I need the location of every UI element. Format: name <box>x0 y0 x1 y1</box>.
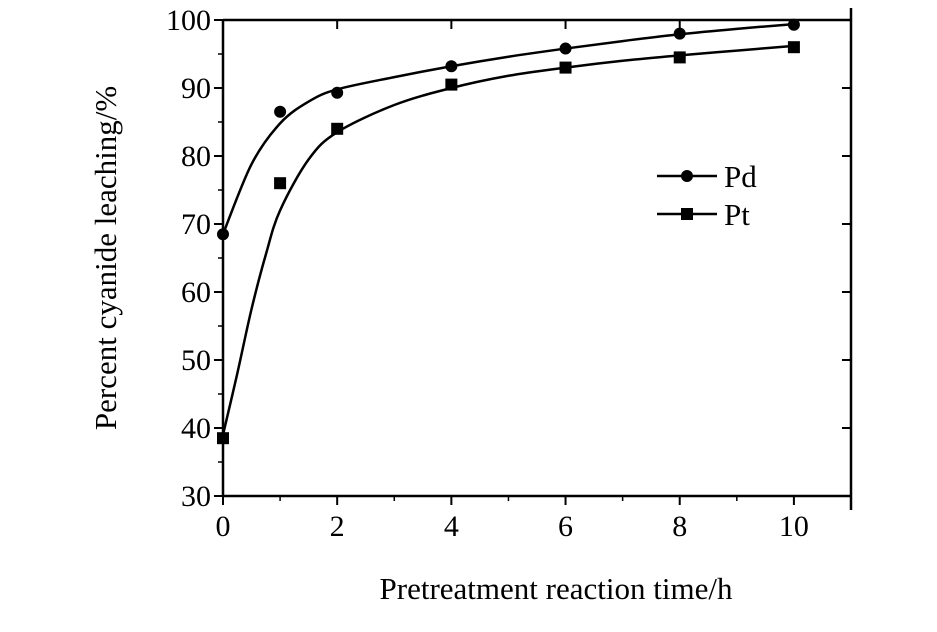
data-point-pd <box>445 60 458 73</box>
data-point-pt <box>331 122 344 135</box>
legend-label-pt: Pt <box>724 197 750 232</box>
y-tick-label: 90 <box>181 72 211 105</box>
y-tick-label: 50 <box>181 344 211 377</box>
y-tick-label: 80 <box>181 140 211 173</box>
legend-item-pt: Pt <box>657 197 750 232</box>
y-axis-label: Percent cyanide leaching/% <box>88 86 123 430</box>
series-line-pd <box>221 22 795 235</box>
data-point-pt <box>787 41 800 54</box>
legend-marker-pt <box>681 208 693 220</box>
series-pt <box>217 41 800 445</box>
data-point-pt <box>217 432 229 445</box>
series-line-pt <box>221 44 795 436</box>
x-axis-label: Pretreatment reaction time/h <box>380 571 733 606</box>
y-tick-label: 100 <box>166 4 211 37</box>
y-tick-label: 60 <box>181 276 211 309</box>
data-point-pt <box>673 51 686 64</box>
series-pd <box>217 18 800 241</box>
x-tick-label: 10 <box>779 510 809 543</box>
data-point-pd <box>217 228 229 241</box>
legend-marker-pd <box>681 170 693 182</box>
axes-layer <box>221 8 853 510</box>
data-point-pt <box>445 78 458 91</box>
y-tick-label: 30 <box>181 480 211 513</box>
x-tick-label: 4 <box>444 510 459 543</box>
data-point-pd <box>559 42 572 55</box>
data-point-pd <box>787 18 800 31</box>
data-point-pd <box>673 27 686 40</box>
data-point-pt <box>559 61 572 74</box>
legend-item-pd: Pd <box>657 159 757 194</box>
ticks-layer: 30 40 50 60 70 80 90 100 0 2 4 6 8 10 <box>166 4 851 543</box>
data-point-pd <box>331 86 344 99</box>
x-tick-label: 6 <box>558 510 573 543</box>
series-layer <box>217 18 800 445</box>
x-tick-label: 2 <box>330 510 345 543</box>
y-tick-label: 70 <box>181 208 211 241</box>
x-tick-label: 0 <box>216 510 231 543</box>
x-tick-label: 8 <box>672 510 687 543</box>
data-point-pd <box>274 105 287 118</box>
data-point-pt <box>274 177 287 190</box>
legend-label-pd: Pd <box>724 159 757 194</box>
y-tick-label: 40 <box>181 412 211 445</box>
